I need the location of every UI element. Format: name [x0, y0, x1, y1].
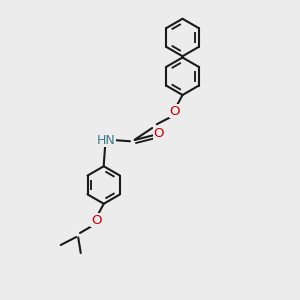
Text: HN: HN: [97, 134, 116, 146]
Text: O: O: [154, 127, 164, 140]
Text: O: O: [91, 214, 101, 226]
Text: O: O: [170, 105, 180, 118]
